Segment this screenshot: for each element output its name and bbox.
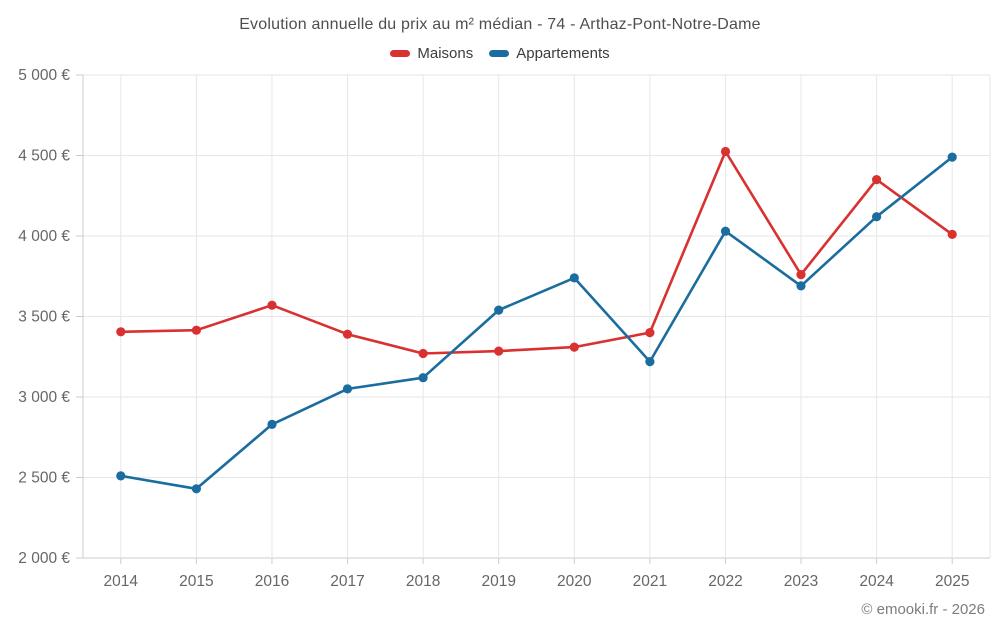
appartements-point-2014[interactable]	[116, 471, 126, 481]
y-tick-label: 2 500 €	[18, 470, 70, 487]
x-tick-label: 2025	[935, 573, 969, 590]
legend-label-maisons: Maisons	[417, 45, 474, 62]
appartements-point-2020[interactable]	[569, 273, 579, 283]
maisons-point-2023[interactable]	[796, 270, 806, 280]
maisons-point-2014[interactable]	[116, 327, 126, 337]
y-tick-label: 3 000 €	[18, 389, 70, 406]
y-tick-label: 4 500 €	[18, 148, 70, 165]
x-tick-label: 2024	[859, 573, 894, 590]
maisons-point-2024[interactable]	[872, 175, 882, 185]
appartements-point-2015[interactable]	[191, 484, 201, 494]
maisons-point-2015[interactable]	[191, 325, 201, 335]
x-tick-label: 2017	[330, 573, 364, 590]
copyright-credit: © emooki.fr - 2026	[861, 601, 985, 618]
maisons-line	[119, 150, 954, 355]
appartements-point-2019[interactable]	[494, 305, 504, 315]
appartements-point-2025[interactable]	[947, 152, 957, 162]
appartements-point-2021[interactable]	[645, 357, 655, 367]
appartements-point-2024[interactable]	[872, 212, 882, 222]
appartements-point-2022[interactable]	[720, 226, 731, 236]
maisons-point-2025[interactable]	[947, 229, 957, 239]
x-tick-label: 2020	[557, 573, 592, 590]
x-tick-label: 2014	[104, 573, 139, 590]
appartements-point-2018[interactable]	[418, 373, 428, 383]
appartements-swatch-icon	[489, 50, 510, 57]
x-tick-label: 2018	[406, 573, 440, 590]
legend-label-appartements: Appartements	[516, 45, 610, 62]
chart-title: Evolution annuelle du prix au m² médian …	[239, 16, 761, 33]
maisons-point-2016[interactable]	[267, 300, 277, 310]
maisons-point-2022[interactable]	[720, 146, 731, 157]
maisons-point-2017[interactable]	[342, 329, 353, 339]
legend-item-maisons[interactable]: Maisons	[390, 45, 473, 62]
y-tick-label: 4 000 €	[18, 228, 70, 245]
chart-legend: Maisons Appartements	[0, 45, 1000, 62]
appartements-line	[119, 155, 954, 491]
y-tick-label: 2 000 €	[18, 550, 70, 567]
legend-item-appartements[interactable]: Appartements	[489, 45, 610, 62]
maisons-point-2021[interactable]	[645, 328, 655, 338]
x-tick-label: 2022	[708, 573, 742, 590]
appartements-point-2023[interactable]	[796, 281, 806, 291]
x-tick-label: 2019	[481, 573, 515, 590]
x-tick-label: 2016	[255, 573, 289, 590]
appartements-point-2017[interactable]	[342, 384, 353, 394]
x-tick-label: 2015	[179, 573, 213, 590]
y-tick-label: 5 000 €	[18, 67, 70, 84]
maisons-point-2019[interactable]	[494, 346, 504, 356]
appartements-point-2016[interactable]	[267, 419, 277, 429]
maisons-point-2018[interactable]	[418, 348, 428, 359]
maisons-swatch-icon	[390, 50, 411, 57]
x-tick-label: 2021	[633, 573, 667, 590]
y-tick-label: 3 500 €	[18, 309, 70, 326]
x-tick-label: 2023	[784, 573, 818, 590]
maisons-point-2020[interactable]	[569, 342, 579, 352]
